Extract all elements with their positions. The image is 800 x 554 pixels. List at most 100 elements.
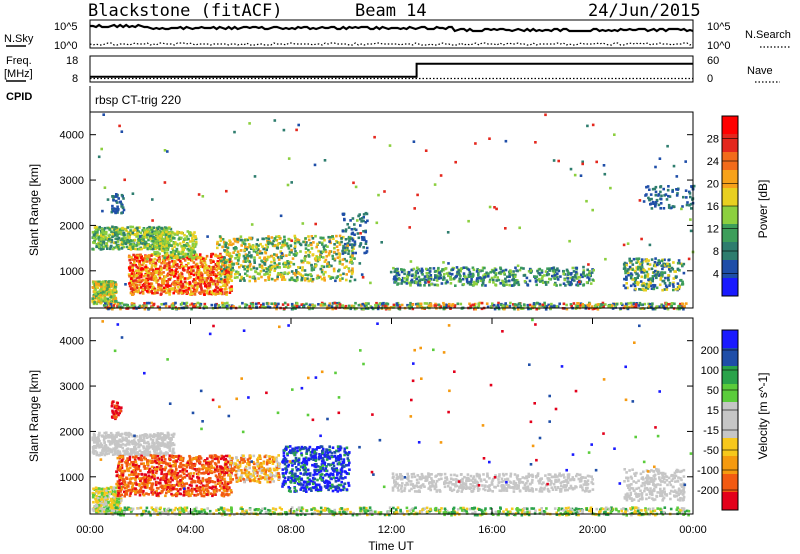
data-cell [326, 262, 329, 266]
data-cell [429, 274, 433, 277]
data-cell [170, 268, 174, 272]
data-cell [513, 303, 517, 306]
data-cell [265, 258, 269, 261]
data-cell [172, 256, 176, 259]
data-cell [261, 245, 264, 248]
data-cell [176, 278, 180, 282]
data-cell [130, 240, 133, 243]
data-cell [226, 307, 229, 311]
data-cell [625, 282, 628, 285]
data-cell [198, 270, 201, 274]
data-cell [160, 292, 163, 295]
data-cell [217, 276, 220, 280]
data-cell [421, 269, 424, 272]
data-cell [325, 265, 329, 268]
data-cell [681, 280, 684, 284]
data-cell [125, 433, 128, 437]
data-cell [534, 276, 537, 280]
data-cell [135, 286, 139, 290]
data-cell [675, 188, 678, 191]
data-cell [189, 293, 192, 296]
data-cell [514, 273, 517, 277]
data-cell [664, 193, 668, 196]
data-cell [264, 279, 267, 282]
data-cell [270, 260, 273, 264]
nsearch-label: N.Search [745, 29, 791, 41]
data-cell [661, 267, 664, 271]
data-cell [103, 294, 106, 297]
data-cell [260, 264, 264, 268]
data-cell [103, 498, 106, 502]
data-cell [659, 276, 663, 280]
data-cell [188, 240, 192, 243]
data-cell [593, 305, 597, 308]
data-cell [225, 278, 229, 281]
data-cell [156, 436, 159, 439]
data-cell [192, 278, 196, 281]
data-cell [338, 252, 342, 256]
data-cell [324, 244, 327, 247]
data-cell [214, 276, 218, 280]
data-cell [116, 304, 119, 308]
data-cell [104, 280, 107, 283]
data-cell [602, 164, 606, 167]
data-cell [626, 286, 629, 290]
data-cell [425, 302, 429, 305]
data-cell [135, 276, 139, 280]
data-cell [548, 268, 551, 272]
data-cell [472, 283, 476, 287]
data-cell [556, 275, 559, 279]
data-cell [638, 262, 642, 266]
data-cell [141, 267, 145, 271]
data-cell [672, 281, 675, 285]
data-cell [188, 257, 191, 260]
data-cell [97, 244, 100, 248]
data-cell [453, 277, 456, 280]
data-cell [164, 291, 168, 295]
data-cell [114, 237, 117, 241]
data-cell [253, 175, 257, 178]
data-cell [519, 304, 523, 308]
data-cell [166, 237, 169, 241]
data-cell [294, 254, 297, 257]
data-cell [393, 270, 396, 274]
data-cell [143, 453, 146, 457]
data-cell [132, 288, 136, 292]
data-cell [94, 440, 98, 444]
data-cell [450, 304, 453, 308]
data-cell [498, 271, 501, 275]
data-cell [218, 254, 222, 258]
data-cell [162, 282, 165, 285]
data-cell [101, 237, 105, 241]
data-cell [485, 271, 488, 275]
data-cell [661, 279, 665, 283]
data-cell [414, 270, 418, 274]
data-cell [126, 441, 129, 445]
data-cell [171, 442, 175, 445]
data-cell [336, 256, 340, 259]
data-cell [589, 282, 593, 285]
data-cell [133, 272, 136, 276]
data-cell [488, 137, 491, 140]
data-cell [103, 286, 106, 289]
data-cell [553, 268, 556, 272]
data-cell [159, 238, 162, 241]
data-cell [206, 269, 209, 272]
data-cell [663, 288, 667, 291]
data-cell [148, 258, 152, 261]
data-cell [434, 274, 437, 277]
data-cell [292, 262, 296, 266]
data-cell [346, 246, 349, 250]
data-cell [123, 178, 126, 182]
data-cell [119, 230, 123, 234]
data-cell [449, 307, 452, 310]
data-cell [650, 277, 653, 281]
data-cell [230, 260, 233, 263]
data-cell [638, 199, 642, 202]
data-cell [668, 281, 672, 285]
data-cell [159, 450, 162, 453]
data-cell [161, 437, 165, 440]
data-cell [662, 262, 665, 266]
data-cell [95, 443, 99, 447]
data-cell [110, 238, 114, 242]
